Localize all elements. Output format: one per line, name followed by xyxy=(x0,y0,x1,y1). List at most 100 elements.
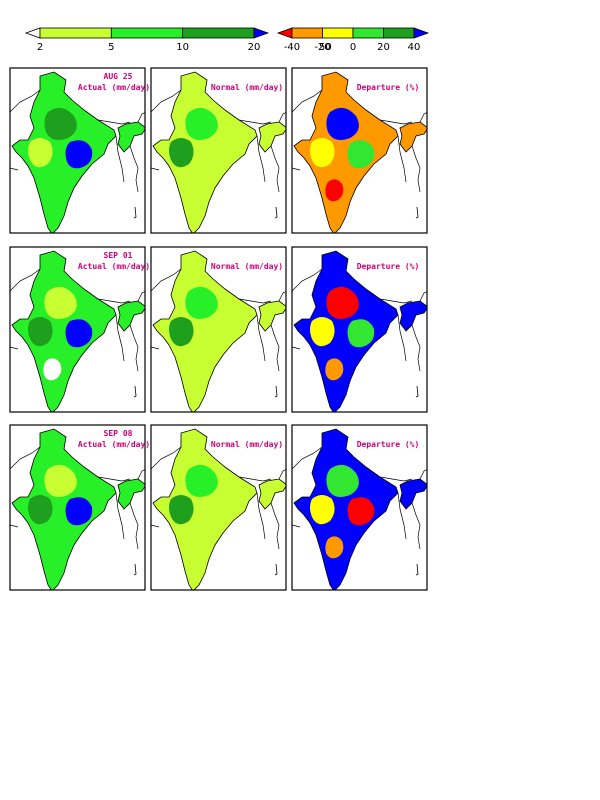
border-line xyxy=(397,492,407,540)
border-line xyxy=(270,145,280,193)
border-line xyxy=(238,119,272,125)
panel-frame xyxy=(291,246,428,413)
rainfall-colorbar-segment xyxy=(110,27,184,39)
date-label: AUG 25 xyxy=(104,72,133,81)
india-landmass xyxy=(12,251,116,412)
rainfall-contour-region xyxy=(169,317,194,347)
rainfall-colorbar-segment xyxy=(39,27,112,39)
northeast-region xyxy=(118,122,145,152)
border-line xyxy=(256,492,266,540)
border-line xyxy=(10,268,41,292)
border-line xyxy=(151,268,182,292)
map-row: SEP 08 Actual (mm/day) Normal (mm/day) Depa… xyxy=(9,424,428,591)
rainfall-contour-region xyxy=(185,286,218,319)
departure-colorbar-tick-label: -20 xyxy=(314,42,330,53)
india-landmass xyxy=(153,72,257,233)
border-line xyxy=(115,314,125,362)
departure-colorbar-segment xyxy=(322,27,354,39)
rainfall-colorbar-segment xyxy=(24,27,41,39)
border-line xyxy=(151,89,182,113)
rainfall-colorbar: 2 5 10 20 50 xyxy=(24,27,332,53)
island-mark xyxy=(415,385,419,398)
departure-colorbar-tick-label: 0 xyxy=(350,42,356,53)
border-line xyxy=(292,346,301,350)
rainfall-contour-region xyxy=(347,319,375,348)
border-line xyxy=(151,446,182,470)
rainfall-contour-region xyxy=(325,179,344,202)
island-mark xyxy=(133,206,137,219)
country-outline xyxy=(11,250,117,412)
northeast-region xyxy=(400,301,427,331)
island-mark xyxy=(415,206,419,219)
map-panel-actual: SEP 08 Actual (mm/day) xyxy=(9,424,150,591)
country-outline xyxy=(293,250,399,412)
country-outline xyxy=(399,121,427,153)
rainfall-contour-region xyxy=(44,464,77,497)
map-row: AUG 25 Actual (mm/day) Normal (mm/day) Depa… xyxy=(9,67,428,234)
india-landmass xyxy=(153,429,257,590)
panel-title: Normal (mm/day) xyxy=(211,83,283,92)
rainfall-contour-region xyxy=(185,464,218,497)
border-line xyxy=(256,314,266,362)
northeast-region xyxy=(259,479,286,509)
northeast-region xyxy=(259,122,286,152)
india-landmass xyxy=(294,429,398,590)
map-panel-grid: AUG 25 Actual (mm/day) Normal (mm/day) Depa… xyxy=(9,67,428,591)
departure-colorbar: -40 -20 0 20 40 xyxy=(276,27,430,53)
border-line xyxy=(10,346,19,350)
rainfall-contour-region xyxy=(44,107,77,140)
border-line xyxy=(270,502,280,550)
border-line xyxy=(129,145,139,193)
date-label: SEP 08 xyxy=(104,429,133,438)
country-outline xyxy=(11,71,117,233)
panel-title: Actual (mm/day) xyxy=(78,440,150,449)
island-mark xyxy=(274,206,278,219)
border-line xyxy=(97,119,131,125)
northeast-region xyxy=(118,479,145,509)
border-line xyxy=(129,502,139,550)
border-line xyxy=(292,446,323,470)
rainfall-contour-region xyxy=(185,107,218,140)
border-line xyxy=(10,524,19,528)
rainfall-contour-region xyxy=(326,286,359,319)
border-line xyxy=(397,314,407,362)
panel-title: Departure (%) xyxy=(357,262,420,271)
rainfall-contour-region xyxy=(347,497,375,526)
panel-frame xyxy=(291,424,428,591)
rainfall-colorbar-segment xyxy=(182,27,255,39)
panel-title: Actual (mm/day) xyxy=(78,83,150,92)
panel-frame xyxy=(9,246,146,413)
departure-colorbar-segment xyxy=(383,27,415,39)
rainfall-contour-region xyxy=(65,497,93,526)
border-line xyxy=(379,119,413,125)
map-panel-normal: Normal (mm/day) xyxy=(150,67,287,234)
border-line xyxy=(292,268,323,292)
map-panel-actual: AUG 25 Actual (mm/day) xyxy=(9,67,150,234)
india-landmass xyxy=(153,251,257,412)
rainfall-colorbar-tick-label: 50 xyxy=(319,42,332,53)
panel-frame xyxy=(150,424,287,591)
map-panel-normal: Normal (mm/day) xyxy=(150,424,287,591)
island-mark xyxy=(133,385,137,398)
panel-frame xyxy=(150,246,287,413)
northeast-region xyxy=(118,301,145,331)
rainfall-contour-region xyxy=(347,140,375,169)
country-outline xyxy=(152,428,258,590)
panel-title: Departure (%) xyxy=(357,83,420,92)
map-panel-departure: Departure (%) xyxy=(291,246,428,413)
rainfall-contour-region xyxy=(28,317,53,347)
panel-frame xyxy=(9,67,146,234)
island-mark xyxy=(415,563,419,576)
border-line xyxy=(256,135,266,183)
map-panel-normal: Normal (mm/day) xyxy=(150,246,287,413)
border-line xyxy=(151,167,160,171)
departure-colorbar-segment xyxy=(276,27,293,39)
departure-colorbar-segment xyxy=(352,27,384,39)
panel-title: Departure (%) xyxy=(357,440,420,449)
rainfall-colorbar-tick-label: 5 xyxy=(108,42,114,53)
departure-colorbar-segment xyxy=(413,27,430,39)
india-landmass xyxy=(294,72,398,233)
rainfall-colorbar-tick-label: 10 xyxy=(176,42,189,53)
country-outline xyxy=(117,300,145,332)
